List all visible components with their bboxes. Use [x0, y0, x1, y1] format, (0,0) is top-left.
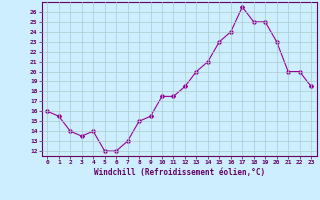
X-axis label: Windchill (Refroidissement éolien,°C): Windchill (Refroidissement éolien,°C) [94, 168, 265, 177]
